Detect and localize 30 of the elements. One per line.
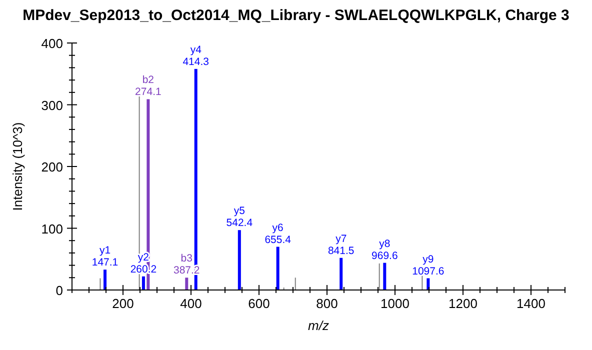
data-label: y1 147.1: [92, 244, 118, 269]
x-tick-label: 600: [248, 296, 270, 311]
data-label: y8 969.6: [372, 238, 398, 262]
bar: [238, 230, 241, 290]
data-label: y6 655.4: [264, 222, 292, 246]
y-tick-label: 200: [41, 160, 63, 174]
y-tick-label: 0: [56, 283, 63, 298]
bar: [383, 262, 386, 290]
bar: [340, 258, 343, 290]
x-tick-label: 400: [180, 296, 202, 311]
data-label: b2 274.1: [135, 74, 162, 98]
data-label: y7 841.5: [328, 232, 354, 257]
x-tick-label: 800: [316, 296, 338, 311]
x-tick-label: 1000: [380, 296, 410, 311]
y-axis-title: Intensity (10^3): [10, 122, 25, 211]
chart-title: MPdev_Sep2013_to_Oct2014_MQ_Library - SWLAELQQWLKPGLK, Charge 3: [22, 7, 570, 24]
x-tick-label: 1200: [448, 296, 478, 311]
bar: [276, 246, 280, 290]
bar: [185, 278, 188, 290]
data-label: y5 542.4: [226, 205, 253, 230]
bar: [104, 270, 107, 290]
data-label: y9 1097.6: [412, 253, 444, 278]
y-tick-label: 400: [41, 36, 63, 51]
bar: [142, 276, 145, 290]
x-tick-label: 1400: [516, 296, 546, 311]
x-tick-label: 200: [112, 296, 134, 311]
y-tick-label: 300: [41, 98, 63, 113]
x-axis-title: m/z: [308, 318, 330, 333]
data-label: y4 414.3: [182, 44, 210, 68]
y-tick-label: 100: [41, 221, 63, 236]
